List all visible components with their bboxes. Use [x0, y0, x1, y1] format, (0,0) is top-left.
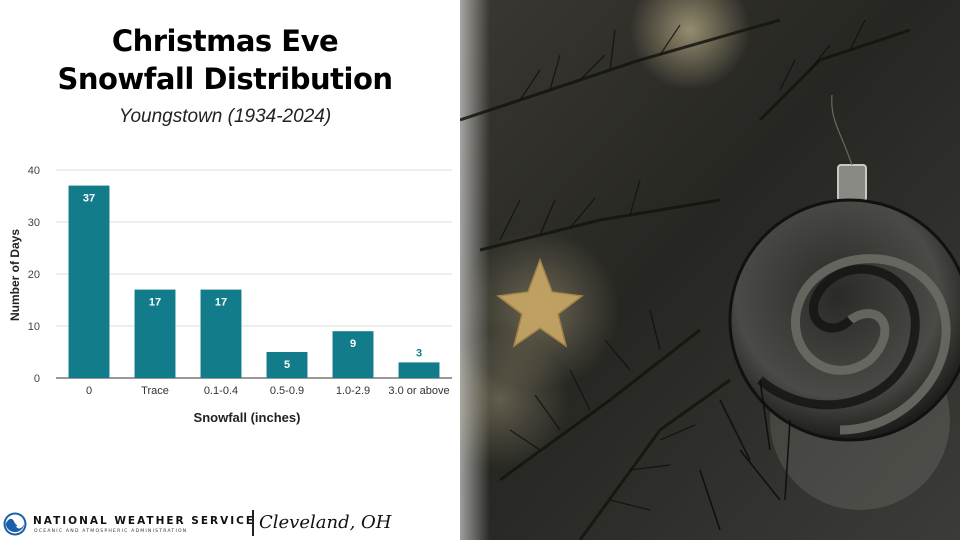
ornament-image	[460, 0, 960, 540]
x-tick-label: 1.0-2.9	[336, 385, 370, 397]
grid-lines	[56, 169, 452, 379]
bars	[68, 185, 440, 378]
y-tick-label: 20	[28, 269, 40, 281]
christmas-ornament-photo	[460, 0, 960, 540]
slide-subtitle: Youngstown (1934-2024)	[118, 106, 332, 127]
bar	[266, 352, 308, 378]
data-label: 17	[149, 297, 161, 309]
x-tick-label: 0	[86, 385, 92, 397]
y-tick-label: 30	[28, 217, 40, 229]
footer: NATIONAL WEATHER SERVICE OCEANIC AND ATM…	[0, 505, 460, 541]
data-label: 3	[416, 347, 422, 359]
noaa-logo-icon	[3, 512, 27, 536]
x-tick-label: Trace	[141, 385, 169, 397]
agency-subtitle: OCEANIC AND ATMOSPHERIC ADMINISTRATION	[34, 529, 188, 534]
data-label: 9	[350, 338, 356, 350]
bar	[200, 289, 242, 378]
star-ornament-icon	[496, 257, 584, 348]
x-tick-label: 3.0 or above	[388, 385, 449, 397]
bar-chart: 0 10 20 30 40 37 17 17 5 9 3 0 Trace 0.1-0.4 0.5-0.9…	[8, 165, 452, 425]
footer-divider	[252, 510, 254, 536]
x-tick-label: 0.5-0.9	[270, 385, 304, 397]
x-axis-title: Snowfall (inches)	[194, 410, 301, 425]
agency-name: NATIONAL WEATHER SERVICE	[33, 515, 256, 527]
data-label: 17	[215, 297, 227, 309]
title-line-2: Snowfall Distribution	[57, 62, 393, 96]
title-line-1: Christmas Eve	[111, 24, 339, 58]
bar	[398, 362, 440, 378]
chart-panel: Christmas Eve Snowfall Distribution Youn…	[0, 0, 460, 540]
y-axis-title: Number of Days	[8, 229, 22, 321]
y-axis-ticks: 0 10 20 30 40	[28, 165, 40, 385]
y-tick-label: 0	[34, 373, 40, 385]
y-tick-label: 10	[28, 321, 40, 333]
data-label: 5	[284, 359, 290, 371]
x-tick-label: 0.1-0.4	[204, 385, 238, 397]
y-tick-label: 40	[28, 165, 40, 177]
bar	[134, 289, 176, 378]
data-label: 37	[83, 193, 95, 205]
data-labels: 37 17 17 5 9 3	[83, 193, 422, 371]
slide-title: Christmas Eve Snowfall Distribution	[0, 22, 450, 98]
bar	[332, 331, 374, 378]
office-name: Cleveland, OH	[259, 512, 392, 533]
bar	[68, 185, 110, 378]
x-axis-ticks: 0 Trace 0.1-0.4 0.5-0.9 1.0-2.9 3.0 or above	[86, 385, 450, 397]
